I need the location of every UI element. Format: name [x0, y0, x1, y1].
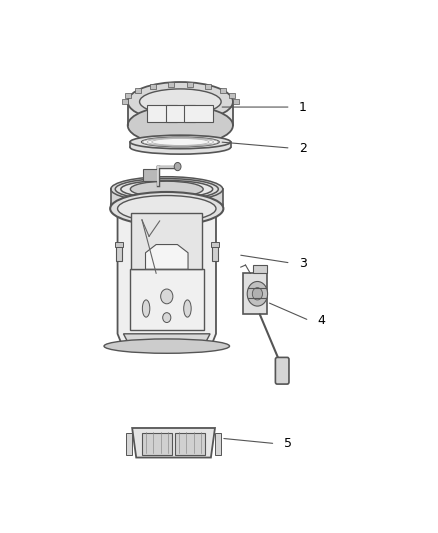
- FancyBboxPatch shape: [212, 245, 218, 261]
- FancyBboxPatch shape: [115, 241, 123, 247]
- Ellipse shape: [130, 135, 230, 149]
- Text: 5: 5: [284, 437, 292, 450]
- Ellipse shape: [111, 177, 223, 201]
- Ellipse shape: [128, 106, 233, 145]
- Polygon shape: [124, 334, 210, 346]
- Ellipse shape: [131, 181, 203, 197]
- Ellipse shape: [141, 137, 219, 147]
- Polygon shape: [130, 142, 230, 147]
- FancyBboxPatch shape: [131, 213, 202, 269]
- Ellipse shape: [184, 300, 191, 317]
- Ellipse shape: [128, 82, 233, 122]
- FancyBboxPatch shape: [233, 99, 239, 104]
- Circle shape: [247, 281, 268, 306]
- Polygon shape: [145, 245, 188, 269]
- Circle shape: [252, 288, 262, 300]
- Polygon shape: [128, 102, 233, 125]
- Polygon shape: [111, 189, 223, 205]
- Ellipse shape: [115, 179, 218, 200]
- Polygon shape: [117, 208, 216, 346]
- FancyBboxPatch shape: [116, 245, 122, 261]
- FancyBboxPatch shape: [142, 433, 172, 455]
- Ellipse shape: [140, 89, 221, 115]
- FancyBboxPatch shape: [211, 241, 219, 247]
- FancyBboxPatch shape: [229, 93, 235, 98]
- FancyBboxPatch shape: [205, 84, 211, 89]
- Ellipse shape: [130, 141, 230, 154]
- FancyBboxPatch shape: [150, 84, 156, 89]
- FancyBboxPatch shape: [175, 433, 205, 455]
- Polygon shape: [132, 428, 215, 457]
- FancyBboxPatch shape: [135, 88, 141, 93]
- FancyBboxPatch shape: [166, 104, 195, 122]
- Ellipse shape: [117, 196, 216, 222]
- FancyBboxPatch shape: [130, 269, 204, 330]
- FancyBboxPatch shape: [243, 273, 267, 314]
- Ellipse shape: [142, 300, 150, 317]
- FancyBboxPatch shape: [187, 82, 193, 87]
- FancyBboxPatch shape: [122, 99, 128, 104]
- FancyBboxPatch shape: [215, 433, 221, 456]
- Ellipse shape: [104, 339, 230, 353]
- Text: 1: 1: [299, 101, 307, 114]
- Circle shape: [174, 163, 181, 171]
- Text: 3: 3: [299, 256, 307, 270]
- Ellipse shape: [111, 192, 223, 217]
- FancyBboxPatch shape: [143, 168, 158, 181]
- FancyBboxPatch shape: [253, 265, 267, 273]
- Text: 4: 4: [318, 314, 326, 327]
- FancyBboxPatch shape: [219, 88, 226, 93]
- Circle shape: [161, 289, 173, 304]
- Ellipse shape: [110, 192, 223, 225]
- FancyBboxPatch shape: [276, 358, 289, 384]
- Circle shape: [162, 313, 171, 322]
- Ellipse shape: [121, 181, 213, 198]
- FancyBboxPatch shape: [184, 104, 213, 122]
- Text: 2: 2: [299, 142, 307, 155]
- FancyBboxPatch shape: [126, 433, 132, 456]
- FancyBboxPatch shape: [125, 93, 131, 98]
- FancyBboxPatch shape: [168, 82, 174, 87]
- FancyBboxPatch shape: [147, 104, 177, 122]
